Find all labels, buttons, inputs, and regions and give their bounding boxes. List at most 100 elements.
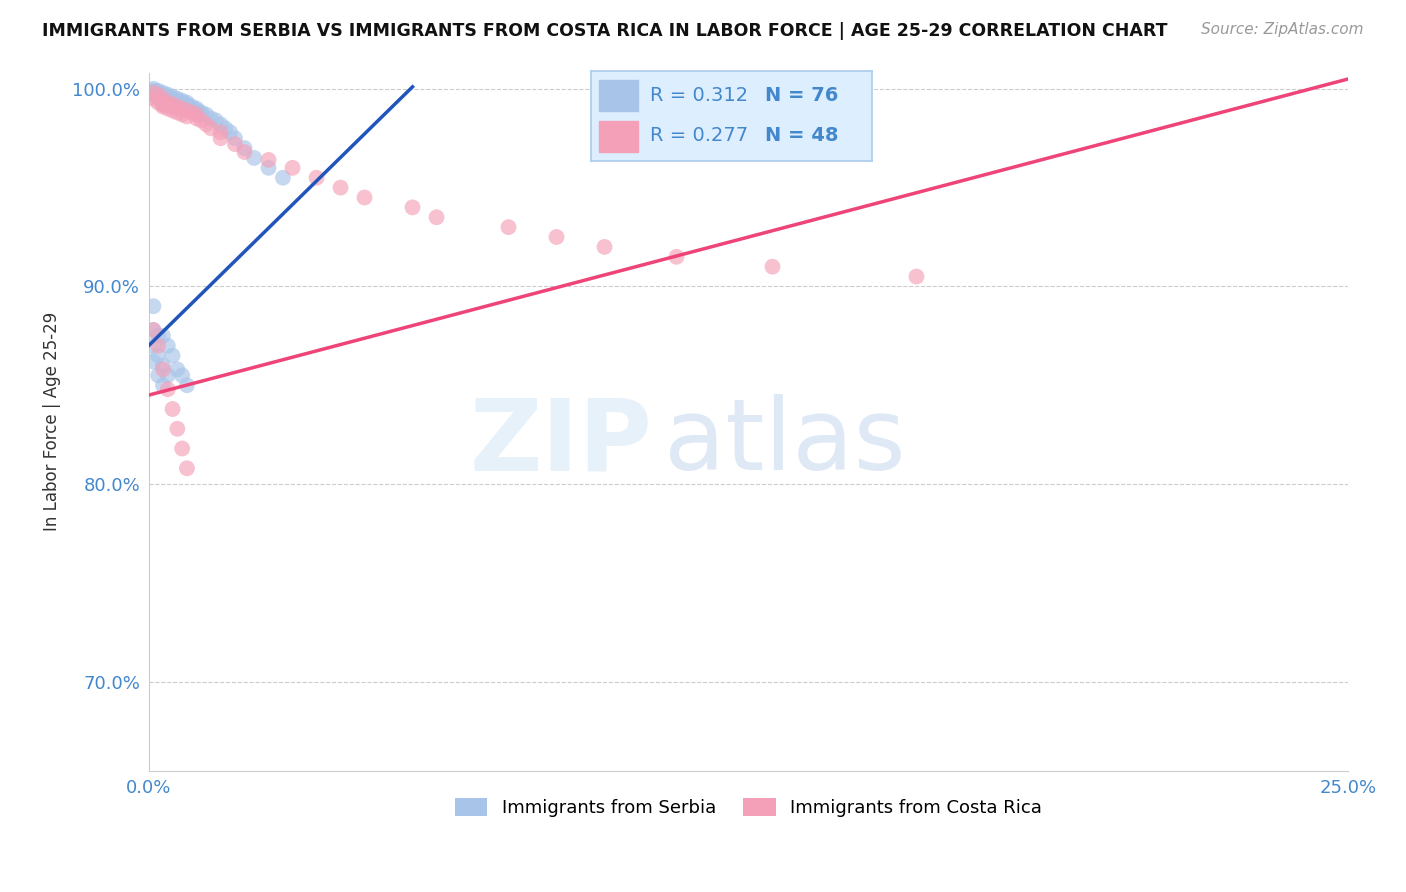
Point bbox=[162, 95, 184, 110]
Point bbox=[156, 87, 179, 102]
Point bbox=[905, 269, 928, 284]
Text: ZIP: ZIP bbox=[470, 394, 652, 491]
Point bbox=[152, 329, 174, 343]
Point bbox=[190, 113, 212, 128]
Point bbox=[166, 105, 188, 120]
Point bbox=[152, 92, 174, 106]
Point bbox=[180, 99, 202, 113]
Point bbox=[152, 362, 174, 376]
Point bbox=[186, 105, 208, 120]
Point bbox=[146, 89, 169, 103]
Point bbox=[172, 107, 194, 121]
Point bbox=[146, 95, 169, 110]
Text: Source: ZipAtlas.com: Source: ZipAtlas.com bbox=[1201, 22, 1364, 37]
Point bbox=[172, 97, 194, 112]
Point bbox=[172, 102, 194, 116]
Point bbox=[166, 95, 188, 110]
Point bbox=[224, 137, 246, 152]
Point bbox=[152, 95, 174, 110]
Point bbox=[142, 86, 165, 100]
Point bbox=[146, 84, 169, 98]
Point bbox=[156, 89, 179, 103]
Point bbox=[498, 220, 520, 235]
Point bbox=[142, 87, 165, 102]
Point bbox=[146, 86, 169, 100]
Point bbox=[243, 151, 266, 165]
Point bbox=[142, 339, 165, 353]
Point bbox=[257, 161, 280, 175]
Text: IMMIGRANTS FROM SERBIA VS IMMIGRANTS FROM COSTA RICA IN LABOR FORCE | AGE 25-29 : IMMIGRANTS FROM SERBIA VS IMMIGRANTS FRO… bbox=[42, 22, 1167, 40]
Point bbox=[233, 145, 256, 159]
Point bbox=[162, 97, 184, 112]
Point bbox=[166, 99, 188, 113]
Point bbox=[186, 112, 208, 126]
Point bbox=[162, 89, 184, 103]
Point bbox=[146, 368, 169, 383]
Point bbox=[172, 94, 194, 108]
Point bbox=[156, 92, 179, 106]
Point bbox=[142, 299, 165, 313]
Point bbox=[142, 323, 165, 337]
Point bbox=[593, 240, 616, 254]
Point bbox=[186, 102, 208, 116]
Point bbox=[152, 86, 174, 100]
Point bbox=[146, 349, 169, 363]
Text: atlas: atlas bbox=[665, 394, 905, 491]
Point bbox=[166, 94, 188, 108]
Legend: Immigrants from Serbia, Immigrants from Costa Rica: Immigrants from Serbia, Immigrants from … bbox=[447, 790, 1049, 824]
Point bbox=[152, 87, 174, 102]
Point bbox=[166, 422, 188, 436]
Point bbox=[176, 461, 198, 475]
Point bbox=[257, 153, 280, 167]
Point bbox=[156, 94, 179, 108]
Point bbox=[156, 95, 179, 110]
Point bbox=[190, 107, 212, 121]
Point bbox=[176, 99, 198, 113]
Point bbox=[146, 92, 169, 106]
Point bbox=[156, 368, 179, 383]
Point bbox=[152, 89, 174, 103]
Point bbox=[186, 107, 208, 121]
Point bbox=[162, 402, 184, 417]
Point bbox=[142, 86, 165, 100]
Point bbox=[152, 97, 174, 112]
Point bbox=[186, 103, 208, 118]
Point bbox=[195, 107, 218, 121]
Point bbox=[180, 105, 202, 120]
Point bbox=[190, 105, 212, 120]
Point bbox=[156, 102, 179, 116]
Point bbox=[214, 121, 236, 136]
Point bbox=[224, 131, 246, 145]
Text: R = 0.277: R = 0.277 bbox=[650, 126, 748, 145]
Point bbox=[142, 84, 165, 98]
Point bbox=[152, 97, 174, 112]
Point bbox=[146, 87, 169, 102]
Point bbox=[271, 170, 294, 185]
Point bbox=[233, 141, 256, 155]
Point bbox=[176, 95, 198, 110]
Point bbox=[162, 94, 184, 108]
Y-axis label: In Labor Force | Age 25-29: In Labor Force | Age 25-29 bbox=[44, 312, 60, 532]
Text: N = 48: N = 48 bbox=[765, 126, 838, 145]
Point bbox=[146, 86, 169, 100]
Point bbox=[152, 99, 174, 113]
Point bbox=[152, 92, 174, 106]
Point bbox=[761, 260, 783, 274]
Point bbox=[166, 97, 188, 112]
Point bbox=[142, 82, 165, 96]
Point bbox=[142, 86, 165, 100]
Point bbox=[172, 442, 194, 456]
Point bbox=[142, 354, 165, 368]
Point bbox=[166, 362, 188, 376]
Point bbox=[176, 97, 198, 112]
Point bbox=[305, 170, 328, 185]
Point bbox=[219, 125, 242, 139]
Point bbox=[146, 87, 169, 102]
Point bbox=[546, 230, 568, 244]
Point bbox=[209, 125, 232, 139]
Point bbox=[146, 89, 169, 103]
Point bbox=[180, 102, 202, 116]
Bar bbox=[599, 121, 638, 152]
Point bbox=[204, 113, 226, 128]
Point bbox=[200, 112, 222, 126]
